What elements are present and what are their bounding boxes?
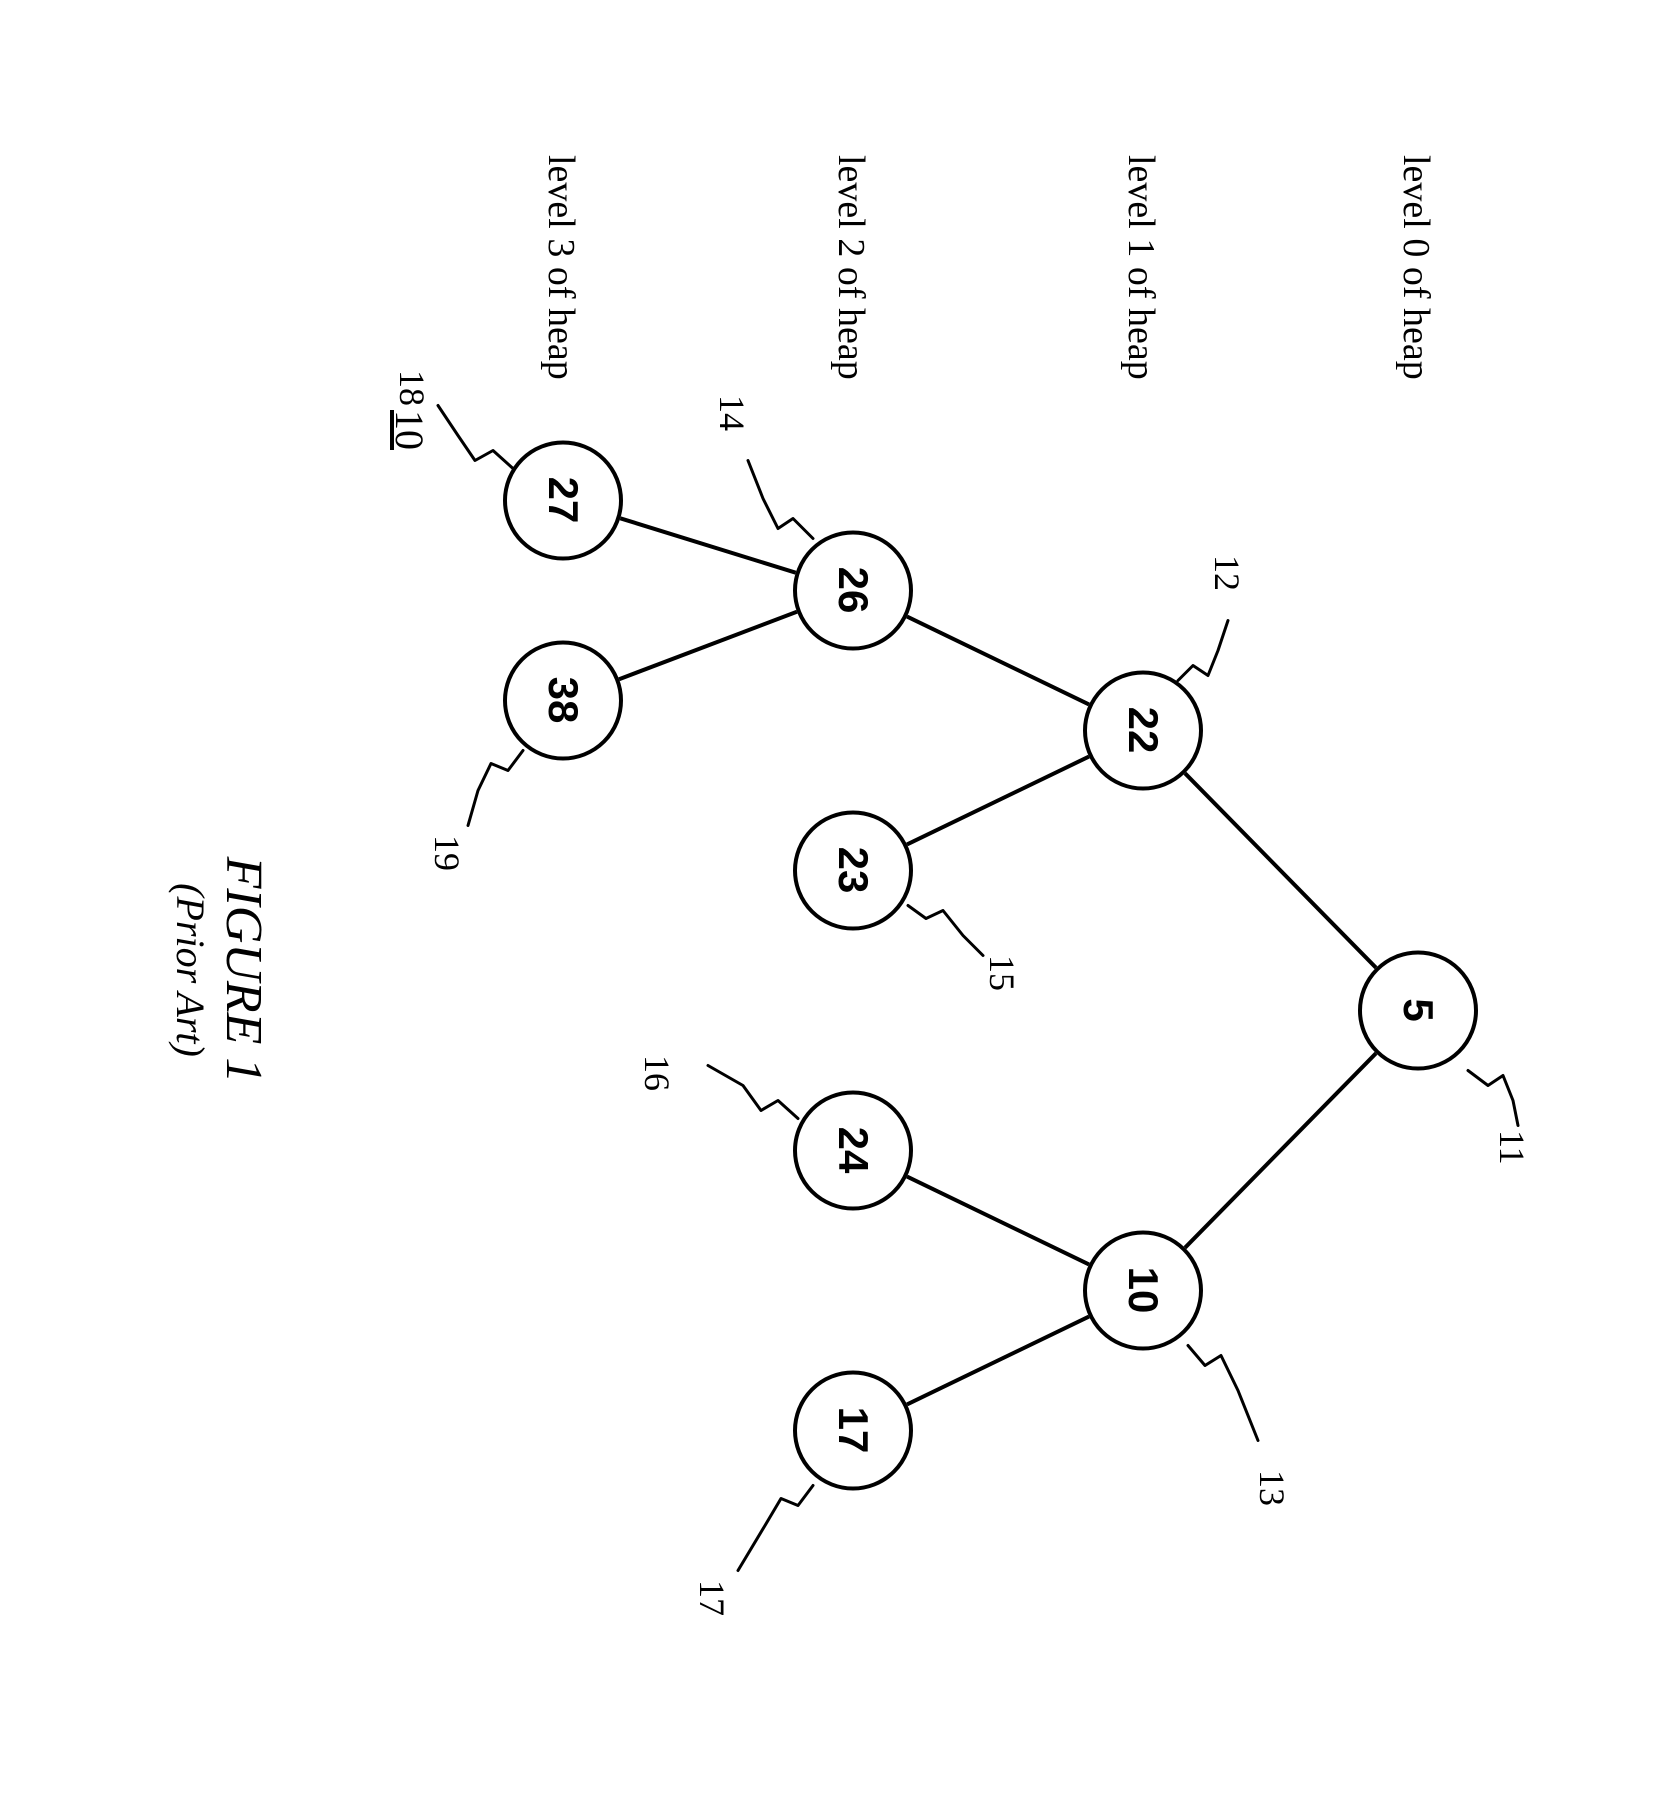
reference-number: 17 <box>691 1580 733 1616</box>
level-label: level 1 of heap <box>1119 155 1163 380</box>
tree-node: 26 <box>793 530 913 650</box>
reference-squiggle <box>748 460 813 538</box>
reference-squiggle <box>708 1065 798 1118</box>
tree-edge <box>907 1176 1089 1264</box>
tree-edge <box>1185 1053 1376 1247</box>
figure-caption: FIGURE 1 (Prior Art) <box>167 820 273 1120</box>
tree-edge <box>907 616 1089 704</box>
level-label: level 2 of heap <box>829 155 873 380</box>
tree-edge <box>907 756 1089 844</box>
reference-number: 12 <box>1206 555 1248 591</box>
reference-squiggle <box>1188 1345 1258 1440</box>
reference-number: 15 <box>981 955 1023 991</box>
reference-number: 19 <box>426 835 468 871</box>
tree-node: 24 <box>793 1090 913 1210</box>
tree-node: 10 <box>1083 1230 1203 1350</box>
reference-squiggle <box>738 1485 813 1570</box>
reference-squiggle <box>468 750 523 825</box>
rotated-canvas: 5 11 22 12 10 13 26 14 23 15 24 16 17 17 27 18 38 19 leve… <box>0 75 1663 1738</box>
tree-node: 27 <box>503 440 623 560</box>
tree-node: 17 <box>793 1370 913 1490</box>
reference-number: 18 <box>391 370 433 406</box>
tree-node: 22 <box>1083 670 1203 790</box>
tree-node: 38 <box>503 640 623 760</box>
tree-edge <box>907 1316 1089 1404</box>
diagram-inner: 5 11 22 12 10 13 26 14 23 15 24 16 17 17 27 18 38 19 leve… <box>0 0 1663 1812</box>
reference-squiggle <box>438 405 513 468</box>
level-label: level 3 of heap <box>539 155 583 380</box>
tree-edge <box>1185 773 1376 967</box>
figure-title-text: FIGURE 1 <box>214 820 273 1120</box>
reference-number: 11 <box>1491 1130 1533 1165</box>
tree-node: 5 <box>1358 950 1478 1070</box>
figure-number: 10 <box>386 410 433 450</box>
reference-number: 13 <box>1251 1470 1293 1506</box>
reference-squiggle <box>1178 620 1228 680</box>
tree-edge <box>619 611 797 678</box>
reference-squiggle <box>908 905 983 955</box>
reference-number: 14 <box>711 395 753 431</box>
tree-node: 23 <box>793 810 913 930</box>
tree-edge <box>620 518 795 572</box>
reference-number: 16 <box>636 1055 678 1091</box>
reference-squiggle <box>1468 1070 1518 1125</box>
level-label: level 0 of heap <box>1394 155 1438 380</box>
figure-subtitle-text: (Prior Art) <box>167 820 214 1120</box>
